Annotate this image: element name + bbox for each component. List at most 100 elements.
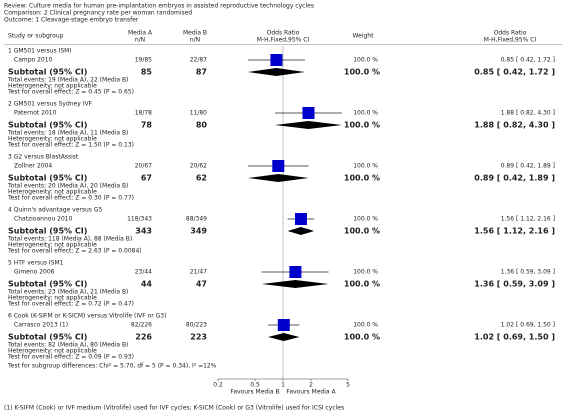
total-b: 47 — [196, 280, 207, 289]
study-name: Chatzioannou 2010 — [14, 216, 73, 223]
total-a: 44 — [141, 280, 153, 289]
events-b: 21/47 — [190, 269, 207, 276]
study-name: Paternot 2010 — [14, 110, 57, 117]
group-title: 5 HTF versus ISM1 — [8, 260, 64, 267]
weight: 100.0 % — [344, 121, 380, 130]
subtotal-label: Subtotal (95% CI) — [8, 68, 87, 77]
note: Test for overall effect: Z = 0.30 (P = 0… — [7, 195, 134, 202]
weight: 100.0 % — [353, 269, 378, 276]
or-text: 1.56 [ 1.12, 2.16 ] — [474, 227, 555, 236]
events-b: 88/349 — [186, 216, 207, 223]
favours-left: Favours Media B — [230, 389, 279, 396]
note: Heterogeneity: not applicable — [8, 348, 97, 355]
col-head: n/N — [135, 37, 145, 44]
diamond — [261, 280, 329, 288]
study-square — [289, 266, 302, 278]
or-text: 1.56 [ 1.12, 2.16 ] — [501, 216, 555, 223]
weight: 100.0 % — [344, 333, 380, 342]
subtotal-label: Subtotal (95% CI) — [8, 280, 87, 289]
study-square — [302, 107, 315, 119]
note: Heterogeneity: not applicable — [8, 83, 97, 90]
subtotal-label: Subtotal (95% CI) — [8, 121, 87, 130]
or-text: 1.02 [ 0.69, 1.50 ] — [474, 333, 555, 342]
total-b: 87 — [196, 68, 207, 77]
favours-right: Favours Media A — [286, 389, 336, 396]
col-head: Weight — [353, 33, 375, 40]
study-square — [294, 213, 307, 225]
col-head: M-H,Fixed,95% CI — [484, 37, 537, 44]
total-a: 85 — [141, 68, 153, 77]
diamond — [268, 333, 300, 341]
review: Review: Culture media for human pre-impl… — [4, 3, 314, 10]
events-a: 118/343 — [127, 216, 152, 223]
note: Heterogeneity: not applicable — [8, 242, 97, 249]
outcome: Outcome: 1 Cleavage-stage embryo transfe… — [4, 17, 139, 24]
weight: 100.0 % — [344, 227, 380, 236]
note: Test for overall effect: Z = 0.72 (P = 0… — [7, 301, 134, 308]
total-b: 80 — [196, 121, 208, 130]
events-a: 19/85 — [135, 57, 152, 64]
x-tick-label: 5 — [346, 382, 350, 389]
weight: 100.0 % — [353, 163, 378, 170]
x-tick-label: 1 — [281, 382, 285, 389]
footnote: (1) K-SIFM (Cook) or IVF medium (Vitroli… — [4, 405, 344, 412]
events-b: 80/223 — [186, 322, 207, 329]
diamond — [287, 227, 315, 235]
events-b: 11/80 — [190, 110, 207, 117]
group-title: 1 GM501 versus ISMI — [8, 48, 71, 55]
total-b: 223 — [190, 333, 207, 342]
or-text: 1.88 [ 0.82, 4.30 ] — [474, 121, 555, 130]
group-title: 6 Cook (K-SIFM or K-SICM) versus Vitroli… — [8, 313, 166, 320]
col-head: Media A — [128, 30, 153, 37]
note: Total events: 18 (Media A), 11 (Media B) — [7, 130, 128, 137]
weight: 100.0 % — [344, 174, 380, 183]
events-b: 22/87 — [190, 57, 207, 64]
subtotal-label: Subtotal (95% CI) — [8, 174, 87, 183]
weight: 100.0 % — [353, 322, 378, 329]
or-text: 0.85 [ 0.42, 1.72 ] — [501, 57, 555, 64]
or-text: 1.88 [ 0.82, 4.30 ] — [501, 110, 555, 117]
or-text: 1.36 [ 0.59, 3.09 ] — [501, 269, 555, 276]
weight: 100.0 % — [344, 68, 380, 77]
subtotal-label: Subtotal (95% CI) — [8, 333, 87, 342]
col-head: Odds Ratio — [267, 30, 300, 37]
events-b: 20/62 — [190, 163, 207, 170]
or-text: 0.89 [ 0.42, 1.89 ] — [501, 163, 555, 170]
total-b: 62 — [196, 174, 207, 183]
or-text: 1.02 [ 0.69, 1.50 ] — [501, 322, 555, 329]
note: Total events: 20 (Media A), 20 (Media B) — [7, 183, 128, 190]
note: Test for overall effect: Z = 1.50 (P = 0… — [7, 142, 134, 149]
subgroup-test: Test for subgroup differences: Chi² = 5.… — [7, 363, 217, 370]
diamond — [274, 121, 342, 129]
weight: 100.0 % — [353, 110, 378, 117]
col-head: n/N — [190, 37, 200, 44]
weight: 100.0 % — [344, 280, 380, 289]
study-square — [272, 160, 285, 172]
study-name: Gimeno 2006 — [14, 269, 55, 276]
note: Test for overall effect: Z = 2.63 (P = 0… — [7, 248, 142, 255]
weight: 100.0 % — [353, 216, 378, 223]
col-head: Odds Ratio — [494, 30, 527, 37]
or-text: 0.89 [ 0.42, 1.89 ] — [474, 174, 555, 183]
events-a: 23/44 — [135, 269, 152, 276]
col-head: M-H,Fixed,95% CI — [257, 37, 310, 44]
x-tick-label: 0.2 — [213, 382, 223, 389]
study-name: Campo 2010 — [14, 57, 53, 64]
group-title: 2 GM501 versus Sydney IVF — [8, 101, 93, 108]
comparison: Comparison: 2 Clinical pregnancy rate pe… — [4, 10, 192, 17]
study-square — [270, 54, 283, 66]
note: Heterogeneity: not applicable — [8, 136, 97, 143]
total-a: 67 — [141, 174, 152, 183]
events-a: 82/226 — [131, 322, 152, 329]
events-a: 20/67 — [135, 163, 152, 170]
or-text: 0.85 [ 0.42, 1.72 ] — [474, 68, 555, 77]
study-square — [277, 319, 290, 331]
diamond — [247, 68, 305, 76]
note: Heterogeneity: not applicable — [8, 295, 97, 302]
study-name: Carrasco 2013 (1) — [14, 322, 68, 329]
note: Total events: 82 (Media A), 80 (Media B) — [7, 342, 128, 349]
diamond — [247, 174, 309, 182]
note: Test for overall effect: Z = 0.45 (P = 0… — [7, 89, 134, 96]
